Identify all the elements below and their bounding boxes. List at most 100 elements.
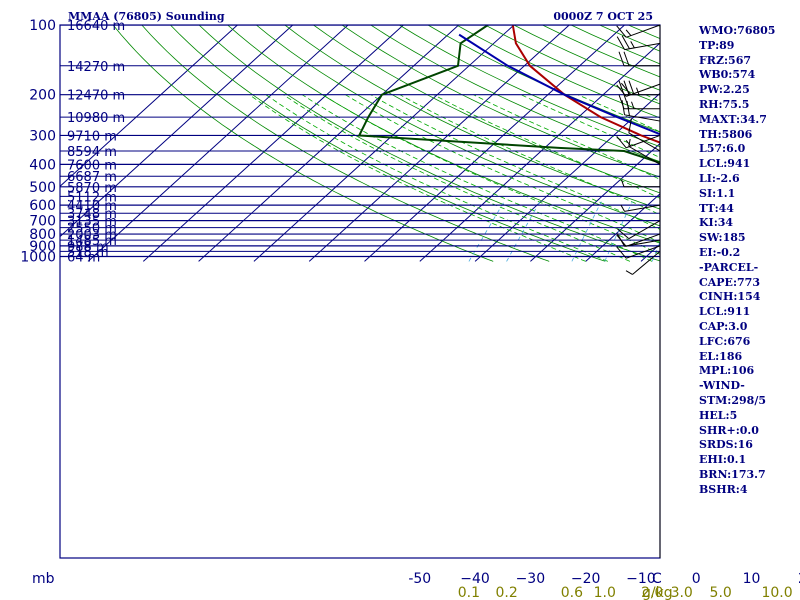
stability-index: WMO:76805 bbox=[699, 24, 776, 37]
pressure-tick-label: 1000 bbox=[20, 250, 56, 266]
wind-barb bbox=[617, 220, 661, 240]
pressure-tick-label: 300 bbox=[29, 128, 56, 144]
barb-half-flag bbox=[636, 87, 640, 95]
moist-adiabat-line bbox=[399, 94, 660, 216]
stability-index: SHR+:0.0 bbox=[699, 423, 759, 437]
stability-index: CINH:154 bbox=[699, 290, 761, 304]
barb-half-flag bbox=[630, 41, 635, 49]
chart-frame bbox=[59, 24, 661, 559]
stability-index: HEL:5 bbox=[699, 408, 738, 422]
height-label: 9710 m bbox=[67, 129, 117, 144]
temperature-trace bbox=[511, 25, 660, 144]
temperature-tick-label: 0 bbox=[692, 571, 701, 587]
height-label: 3748 m bbox=[67, 207, 117, 222]
dry-adiabat-line bbox=[112, 25, 494, 262]
temperature-tick-label: -50 bbox=[408, 571, 431, 587]
barb-staff bbox=[626, 233, 661, 247]
temperature-tick-label: −20 bbox=[571, 571, 601, 587]
pressure-axis-label: mb bbox=[32, 571, 55, 587]
barb-staff bbox=[628, 145, 661, 165]
barb-staff bbox=[626, 24, 661, 38]
moist-adiabat-line bbox=[265, 94, 608, 262]
isotherm-line bbox=[142, 25, 405, 262]
stability-index: STM:298/5 bbox=[699, 393, 766, 407]
pressure-tick-label: 400 bbox=[29, 157, 56, 173]
chart-series bbox=[357, 25, 660, 164]
barb-flag bbox=[628, 80, 635, 95]
wind-barb bbox=[616, 35, 661, 51]
temperature-tick-label: −10 bbox=[626, 571, 656, 587]
stability-index: L57:6.0 bbox=[699, 142, 746, 156]
height-label: 14270 m bbox=[67, 60, 125, 75]
wind-barb bbox=[616, 134, 661, 149]
chart-time: 0000Z 7 OCT 25 bbox=[553, 10, 653, 23]
stability-index: MAXT:34.7 bbox=[699, 112, 767, 126]
wind-barb bbox=[625, 250, 661, 275]
temperature-tick-label: 10 bbox=[743, 571, 761, 587]
height-label: 2003 m bbox=[67, 228, 117, 243]
mixing-ratio-tick-label: 5.0 bbox=[710, 585, 732, 600]
moist-adiabat-line bbox=[370, 94, 660, 230]
height-label: 64 m bbox=[67, 251, 100, 266]
stability-indices-panel: WMO:76805 TP:89 FRZ:567 WB0:574 PW:2.25 RH:75… bbox=[699, 24, 799, 498]
wind-barb bbox=[621, 100, 661, 122]
stability-index: CAP:3.0 bbox=[699, 319, 748, 333]
barb-half-flag bbox=[625, 270, 633, 275]
stability-index: -PARCEL- bbox=[699, 260, 759, 274]
stability-index: PW:2.25 bbox=[699, 83, 750, 97]
barb-staff bbox=[624, 42, 661, 51]
stability-index: LCL:911 bbox=[699, 305, 751, 319]
height-label: 5870 m bbox=[67, 181, 117, 196]
barb-flag bbox=[616, 246, 627, 259]
barb-flag bbox=[621, 100, 626, 115]
dry-adiabat-line bbox=[255, 25, 660, 227]
chart-title: MMAA (76805) Sounding bbox=[68, 10, 225, 23]
height-label: 8594 m bbox=[67, 145, 117, 160]
stability-index: SRDS:16 bbox=[699, 438, 753, 452]
mixing-ratio-tick-label: 3.0 bbox=[671, 585, 693, 600]
temperature-tick-label: 20 bbox=[798, 571, 800, 587]
mixing-ratio-tick-label: 0.1 bbox=[458, 585, 480, 600]
pressure-tick-label: 700 bbox=[29, 214, 56, 230]
barb-staff bbox=[632, 250, 661, 275]
pressure-tick-label: 500 bbox=[29, 180, 56, 196]
height-label: 4410 m bbox=[67, 199, 117, 214]
height-label: 5112 m bbox=[67, 190, 117, 205]
mixing-ratio-line bbox=[571, 201, 602, 262]
barb-flag bbox=[623, 51, 630, 66]
height-label: 3135 m bbox=[67, 215, 117, 230]
stability-index: LFC:676 bbox=[699, 334, 751, 348]
stability-index: EHI:0.1 bbox=[699, 453, 747, 467]
barb-flag bbox=[618, 80, 625, 95]
wind-barb bbox=[616, 24, 661, 38]
moist-adiabat-line bbox=[520, 94, 660, 158]
barb-half-flag bbox=[621, 179, 625, 187]
stability-index: MPL:106 bbox=[699, 364, 755, 378]
mixing-ratio-line bbox=[468, 201, 505, 262]
barb-flag bbox=[616, 25, 627, 38]
stability-index: SW:185 bbox=[699, 231, 746, 245]
stability-index: TP:89 bbox=[699, 38, 735, 52]
moist-adiabat-line bbox=[433, 94, 660, 199]
height-label: 10980 m bbox=[67, 111, 125, 126]
barb-half-flag bbox=[625, 29, 632, 36]
stability-index: -WIND- bbox=[699, 379, 745, 393]
pressure-tick-label: 100 bbox=[29, 18, 56, 34]
wind-barb bbox=[616, 245, 661, 259]
parcel-trace bbox=[458, 33, 660, 136]
moist-adiabat-line bbox=[249, 94, 586, 262]
stability-index: EI:-0.2 bbox=[699, 245, 741, 259]
stability-index: BSHR:4 bbox=[699, 482, 748, 496]
barb-staff bbox=[624, 114, 661, 122]
barb-flag bbox=[616, 36, 625, 50]
mixing-ratio-line bbox=[651, 240, 660, 262]
height-label: 6687 m bbox=[67, 170, 117, 185]
height-label: 12470 m bbox=[67, 89, 125, 104]
pressure-tick-label: 800 bbox=[29, 227, 56, 243]
mixing-ratio-tick-label: 2.0 bbox=[641, 585, 663, 600]
barb-flag bbox=[623, 80, 630, 95]
wind-barb bbox=[628, 138, 661, 165]
wind-barb bbox=[620, 204, 661, 212]
mixing-ratio-tick-label: 0.2 bbox=[495, 585, 517, 600]
